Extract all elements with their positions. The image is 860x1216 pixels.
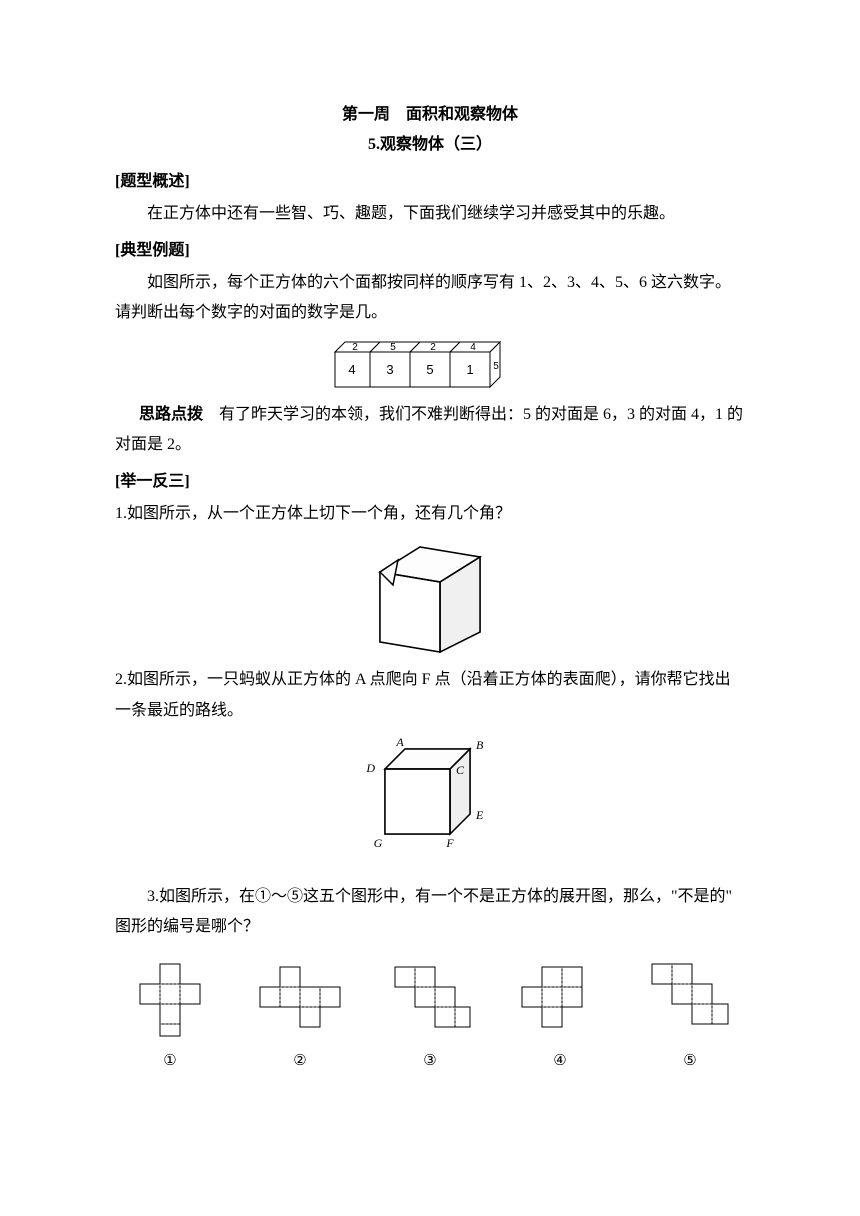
question-1-text: 1.如图所示，从一个正方体上切下一个角，还有几个角？: [115, 499, 745, 529]
svg-text:4: 4: [348, 362, 355, 377]
svg-text:4: 4: [470, 342, 476, 353]
svg-text:3: 3: [386, 362, 393, 377]
net-label-1: ①: [163, 1047, 176, 1076]
net-2: ②: [255, 959, 345, 1076]
cube-labeled-figure: A B C D E F G: [115, 734, 745, 874]
svg-text:A: A: [395, 735, 404, 749]
hint-text: 有了昨天学习的本领，我们不难判断得出：5 的对面是 6，3 的对面 4，1 的对…: [115, 406, 743, 453]
section-heading-3: [举一反三]: [115, 467, 745, 497]
section-heading-1: [题型概述]: [115, 167, 745, 197]
net-1: ①: [125, 959, 215, 1076]
svg-text:D: D: [365, 761, 375, 775]
page-title-2: 5.观察物体（三）: [115, 130, 745, 160]
hint-label: 思路点拨: [139, 406, 203, 423]
page-title-1: 第一周 面积和观察物体: [115, 100, 745, 130]
net-3: ③: [385, 959, 475, 1076]
net-label-4: ④: [553, 1047, 566, 1076]
dice-row-figure: 2 5 2 4 4 3 5 1 5: [115, 337, 745, 392]
question-2-text: 2.如图所示，一只蚂蚁从正方体的 A 点爬向 F 点（沿着正方体的表面爬），请你…: [115, 665, 745, 726]
svg-text:B: B: [476, 738, 484, 752]
net-5: ⑤: [645, 959, 735, 1076]
section-2-text: 如图所示，每个正方体的六个面都按同样的顺序写有 1、2、3、4、5、6 这六数字…: [115, 268, 745, 329]
section-heading-2: [典型例题]: [115, 236, 745, 266]
svg-text:5: 5: [426, 362, 433, 377]
net-label-3: ③: [423, 1047, 436, 1076]
svg-text:F: F: [445, 836, 454, 850]
question-3-text: 3.如图所示，在①～⑤这五个图形中，有一个不是正方体的展开图，那么，"不是的" …: [115, 882, 745, 943]
svg-text:2: 2: [352, 342, 358, 353]
svg-text:5: 5: [390, 342, 396, 353]
svg-text:C: C: [456, 763, 465, 777]
svg-text:E: E: [475, 808, 484, 822]
net-label-5: ⑤: [683, 1047, 696, 1076]
svg-text:5: 5: [493, 361, 499, 372]
hint-paragraph: 思路点拨 有了昨天学习的本领，我们不难判断得出：5 的对面是 6，3 的对面 4…: [115, 400, 745, 461]
section-1-text: 在正方体中还有一些智、巧、趣题，下面我们继续学习并感受其中的乐趣。: [115, 199, 745, 229]
cube-cut-figure: [115, 537, 745, 657]
svg-text:1: 1: [466, 362, 473, 377]
net-4: ④: [515, 959, 605, 1076]
svg-text:G: G: [374, 836, 383, 850]
svg-text:2: 2: [430, 342, 436, 353]
net-label-2: ②: [293, 1047, 306, 1076]
nets-row: ① ②: [115, 959, 745, 1076]
